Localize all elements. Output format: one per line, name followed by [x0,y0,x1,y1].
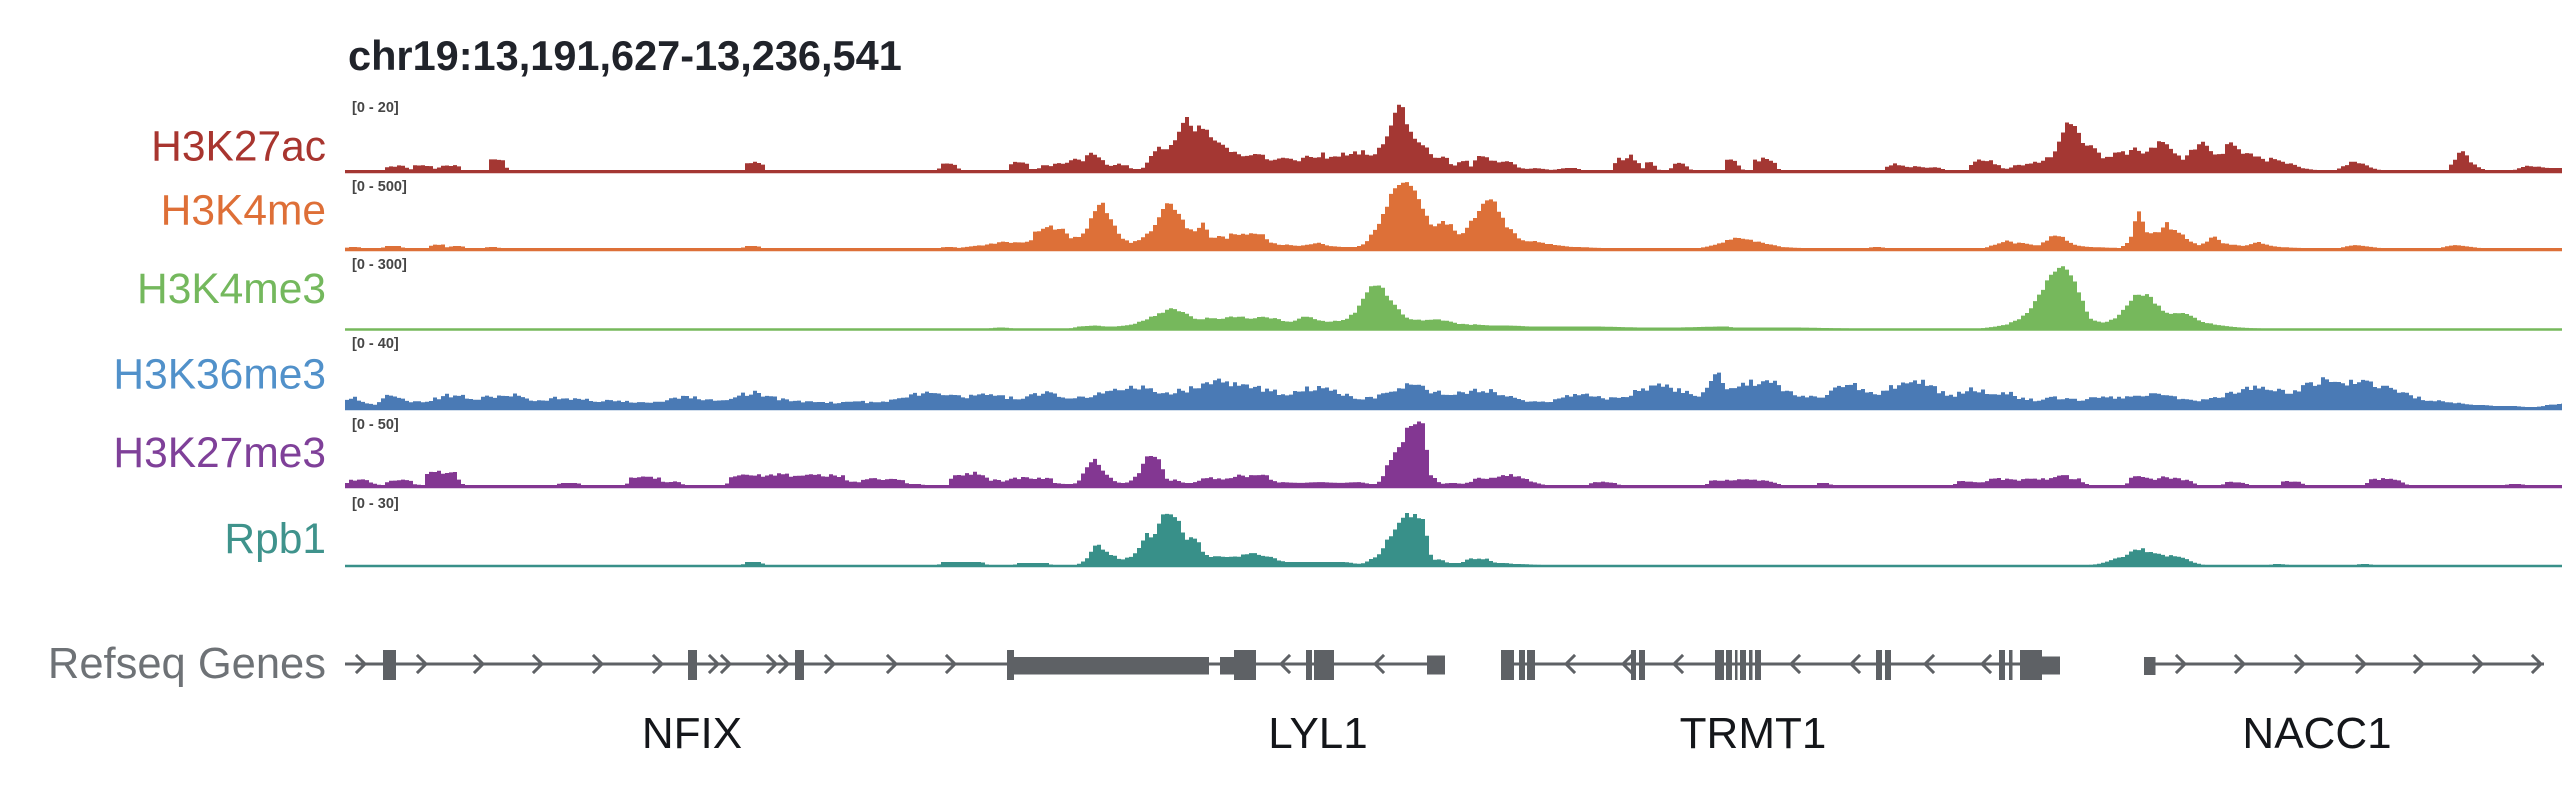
svg-text:[0 - 300]: [0 - 300] [352,257,407,273]
svg-text:H3K4me: H3K4me [161,188,326,235]
svg-text:H3K4me3: H3K4me3 [137,266,326,313]
svg-text:NFIX: NFIX [642,709,742,758]
svg-text:TRMT1: TRMT1 [1680,709,1827,758]
svg-text:[0 - 30]: [0 - 30] [352,496,399,512]
svg-text:[0 - 20]: [0 - 20] [352,100,399,116]
svg-text:H3K27ac: H3K27ac [151,124,326,171]
svg-text:Rpb1: Rpb1 [224,516,326,563]
svg-text:[0 - 50]: [0 - 50] [352,417,399,433]
svg-text:H3K27me3: H3K27me3 [113,430,326,477]
svg-text:chr19:13,191,627-13,236,541: chr19:13,191,627-13,236,541 [348,32,902,79]
svg-text:NACC1: NACC1 [2242,709,2391,758]
svg-text:Refseq Genes: Refseq Genes [48,640,326,688]
svg-text:H3K36me3: H3K36me3 [113,352,326,399]
svg-text:[0 - 500]: [0 - 500] [352,179,407,195]
svg-text:[0 - 40]: [0 - 40] [352,336,399,352]
svg-text:LYL1: LYL1 [1268,709,1368,758]
